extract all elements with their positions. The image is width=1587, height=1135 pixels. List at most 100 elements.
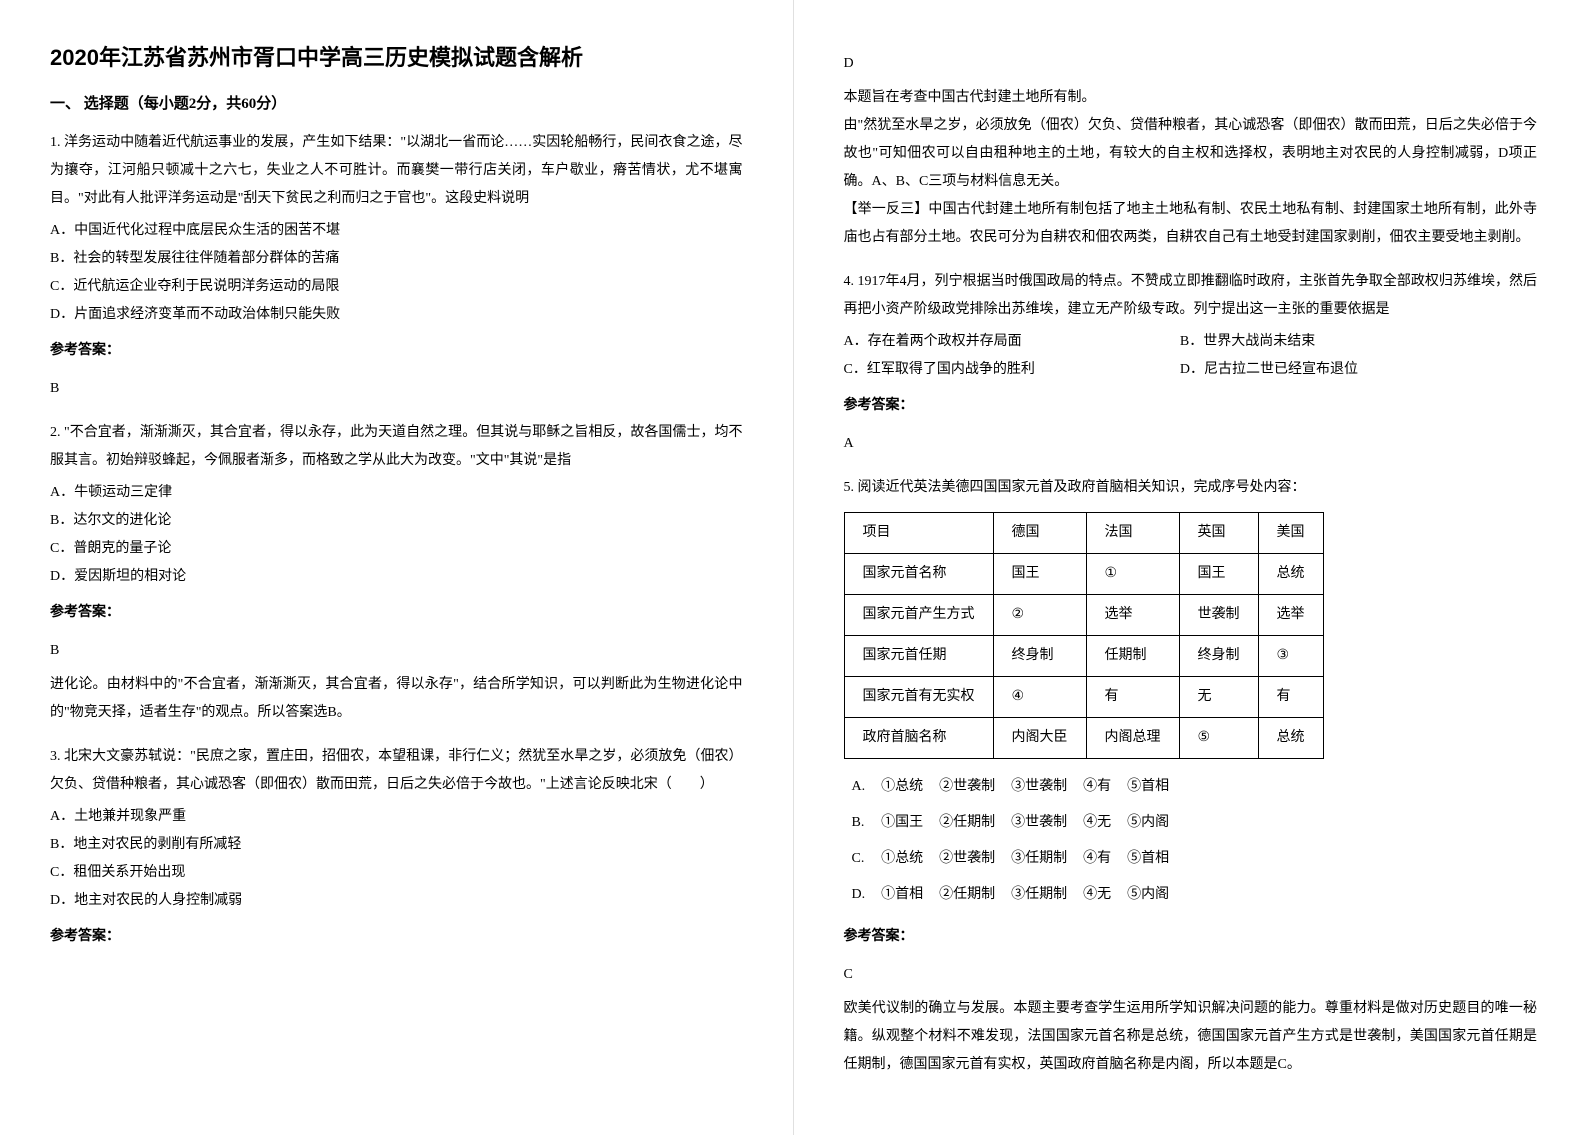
option-cell: ③任期制 [1003, 841, 1075, 877]
option-cell: ③任期制 [1003, 877, 1075, 913]
table-row: 国家元首产生方式②选举世袭制选举 [844, 595, 1323, 636]
question-options: A．土地兼并现象严重 B．地主对农民的剥削有所减轻 C．租佃关系开始出现 D．地… [50, 803, 743, 915]
question-options: A．牛顿运动三定律 B．达尔文的进化论 C．普朗克的量子论 D．爱因斯坦的相对论 [50, 479, 743, 591]
answer-explain: 进化论。由材料中的"不合宜者，渐渐澌灭，其合宜者，得以永存"，结合所学知识，可以… [50, 671, 743, 727]
answer-explain: 由"然犹至水旱之岁，必须放免（佃农）欠负、贷借种粮者，其心诚恐客（即佃农）散而田… [844, 112, 1538, 196]
option-d: D．片面追求经济变革而不动政治体制只能失败 [50, 301, 743, 329]
table-cell: 有 [1258, 677, 1323, 718]
question-options: A．中国近代化过程中底层民众生活的困苦不堪 B．社会的转型发展往往伴随着部分群体… [50, 217, 743, 329]
answer-label: 参考答案： [50, 923, 743, 951]
question-options: A．存在着两个政权并存局面 B．世界大战尚未结束 C．红军取得了国内战争的胜利 … [844, 328, 1538, 384]
table-cell: 国王 [1179, 554, 1258, 595]
right-column: D 本题旨在考查中国古代封建土地所有制。 由"然犹至水旱之岁，必须放免（佃农）欠… [794, 0, 1587, 1135]
answer-value: A [844, 430, 1538, 458]
table-header-cell: 美国 [1258, 513, 1323, 554]
option-cell: ①国王 [873, 805, 931, 841]
option-d: D．爱因斯坦的相对论 [50, 563, 743, 591]
table-header-cell: 英国 [1179, 513, 1258, 554]
option-a: A．土地兼并现象严重 [50, 803, 743, 831]
question-1: 1. 洋务运动中随着近代航运事业的发展，产生如下结果："以湖北一省而论……实因轮… [50, 129, 743, 403]
page-title: 2020年江苏省苏州市胥口中学高三历史模拟试题含解析 [50, 40, 743, 72]
table-cell: 无 [1179, 677, 1258, 718]
answer-label: 参考答案： [50, 599, 743, 627]
option-cell: D. [844, 877, 874, 913]
table-cell: ① [1086, 554, 1179, 595]
table-cell: ④ [993, 677, 1086, 718]
option-c: C．红军取得了国内战争的胜利 [844, 356, 1177, 384]
answer-label: 参考答案： [50, 337, 743, 365]
answer-explain: 欧美代议制的确立与发展。本题主要考查学生运用所学知识解决问题的能力。尊重材料是做… [844, 995, 1538, 1079]
option-a: A．牛顿运动三定律 [50, 479, 743, 507]
option-row: A.①总统②世袭制③世袭制④有⑤首相 [844, 769, 1178, 805]
option-cell: B. [844, 805, 874, 841]
option-cell: ①总统 [873, 841, 931, 877]
answer-value: D [844, 50, 1538, 78]
option-cell: ②任期制 [931, 877, 1003, 913]
option-cell: ⑤首相 [1119, 769, 1177, 805]
question-2: 2. "不合宜者，渐渐澌灭，其合宜者，得以永存，此为天道自然之理。但其说与耶稣之… [50, 419, 743, 727]
option-c: C．租佃关系开始出现 [50, 859, 743, 887]
option-row: D.①首相②任期制③任期制④无⑤内阁 [844, 877, 1178, 913]
table-cell: 内阁总理 [1086, 718, 1179, 759]
option-cell: ③世袭制 [1003, 769, 1075, 805]
question-stem: 1. 洋务运动中随着近代航运事业的发展，产生如下结果："以湖北一省而论……实因轮… [50, 129, 743, 213]
option-cell: ③世袭制 [1003, 805, 1075, 841]
table-header-cell: 项目 [844, 513, 993, 554]
question-4: 4. 1917年4月，列宁根据当时俄国政局的特点。不赞成立即推翻临时政府，主张首… [844, 268, 1538, 458]
option-row: C.①总统②世袭制③任期制④有⑤首相 [844, 841, 1178, 877]
answer-explain: 本题旨在考查中国古代封建土地所有制。 [844, 84, 1538, 112]
option-c: C．普朗克的量子论 [50, 535, 743, 563]
option-cell: ④有 [1075, 769, 1119, 805]
table-cell: 国家元首产生方式 [844, 595, 993, 636]
option-cell: ②世袭制 [931, 841, 1003, 877]
option-cell: ④无 [1075, 805, 1119, 841]
option-cell: ⑤内阁 [1119, 877, 1177, 913]
option-a: A．中国近代化过程中底层民众生活的困苦不堪 [50, 217, 743, 245]
option-cell: ⑤首相 [1119, 841, 1177, 877]
option-b: B．社会的转型发展往往伴随着部分群体的苦痛 [50, 245, 743, 273]
table-cell: 选举 [1258, 595, 1323, 636]
table-row: 政府首脑名称内阁大臣内阁总理⑤总统 [844, 718, 1323, 759]
option-cell: ④有 [1075, 841, 1119, 877]
question-stem: 4. 1917年4月，列宁根据当时俄国政局的特点。不赞成立即推翻临时政府，主张首… [844, 268, 1538, 324]
option-cell: ①总统 [873, 769, 931, 805]
left-column: 2020年江苏省苏州市胥口中学高三历史模拟试题含解析 一、 选择题（每小题2分，… [0, 0, 794, 1135]
option-cell: ⑤内阁 [1119, 805, 1177, 841]
table-cell: 任期制 [1086, 636, 1179, 677]
option-row: B.①国王②任期制③世袭制④无⑤内阁 [844, 805, 1178, 841]
table-cell: 终身制 [993, 636, 1086, 677]
option-c: C．近代航运企业夺利于民说明洋务运动的局限 [50, 273, 743, 301]
table-cell: ② [993, 595, 1086, 636]
option-cell: ②任期制 [931, 805, 1003, 841]
question-stem: 3. 北宋大文豪苏轼说："民庶之家，置庄田，招佃农，本望租课，非行仁义；然犹至水… [50, 743, 743, 799]
table-row: 国家元首名称国王①国王总统 [844, 554, 1323, 595]
table-row: 国家元首任期终身制任期制终身制③ [844, 636, 1323, 677]
answer-value: B [50, 637, 743, 665]
option-cell: C. [844, 841, 874, 877]
answer-label: 参考答案： [844, 392, 1538, 420]
answer-value: C [844, 961, 1538, 989]
table-cell: ③ [1258, 636, 1323, 677]
section-header: 一、 选择题（每小题2分，共60分） [50, 92, 743, 113]
question-stem: 2. "不合宜者，渐渐澌灭，其合宜者，得以永存，此为天道自然之理。但其说与耶稣之… [50, 419, 743, 475]
option-d: D．尼古拉二世已经宣布退位 [1180, 356, 1513, 384]
table-cell: 国家元首任期 [844, 636, 993, 677]
table-cell: 政府首脑名称 [844, 718, 993, 759]
table-cell: 选举 [1086, 595, 1179, 636]
option-cell: ④无 [1075, 877, 1119, 913]
option-cell: ①首相 [873, 877, 931, 913]
table-row: 国家元首有无实权④有无有 [844, 677, 1323, 718]
table-cell: 总统 [1258, 554, 1323, 595]
table-cell: 有 [1086, 677, 1179, 718]
answer-label: 参考答案： [844, 923, 1538, 951]
options-grid: A.①总统②世袭制③世袭制④有⑤首相B.①国王②任期制③世袭制④无⑤内阁C.①总… [844, 769, 1178, 913]
table-cell: 世袭制 [1179, 595, 1258, 636]
answer-explain: 【举一反三】中国古代封建土地所有制包括了地主土地私有制、农民土地私有制、封建国家… [844, 196, 1538, 252]
table-header-cell: 法国 [1086, 513, 1179, 554]
table-cell: ⑤ [1179, 718, 1258, 759]
table-cell: 终身制 [1179, 636, 1258, 677]
answer-value: B [50, 375, 743, 403]
table-cell: 内阁大臣 [993, 718, 1086, 759]
option-b: B．达尔文的进化论 [50, 507, 743, 535]
table-cell: 国家元首有无实权 [844, 677, 993, 718]
